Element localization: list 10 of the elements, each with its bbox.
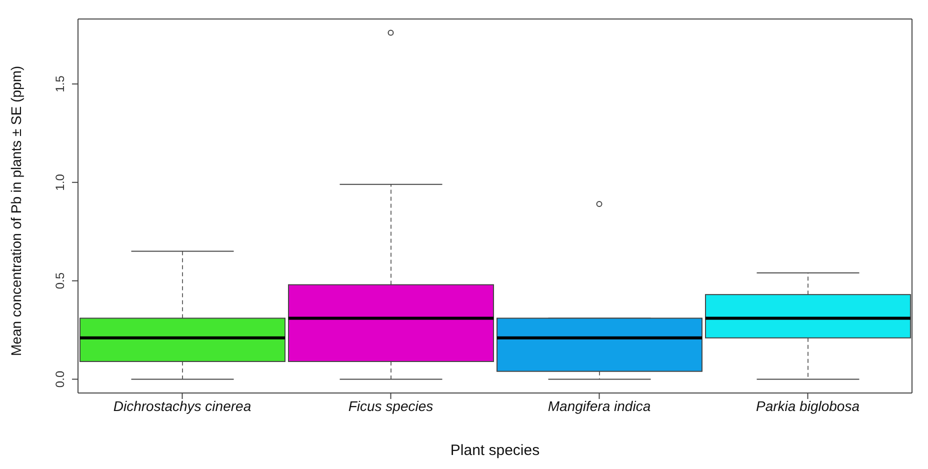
y-tick-label: 1.0 xyxy=(53,174,67,191)
x-tick-label: Parkia biglobosa xyxy=(756,398,860,414)
y-axis-title: Mean concentration of Pb in plants ± SE (ppm) xyxy=(8,66,24,356)
x-tick-label: Mangifera indica xyxy=(548,398,651,414)
y-tick-label: 0.5 xyxy=(53,272,67,290)
y-tick-label: 0.0 xyxy=(53,370,67,388)
y-tick-label: 1.5 xyxy=(53,75,67,92)
x-tick-label: Dichrostachys cinerea xyxy=(113,398,252,414)
x-tick-label: Ficus species xyxy=(348,398,434,414)
x-axis-title: Plant species xyxy=(450,442,540,459)
